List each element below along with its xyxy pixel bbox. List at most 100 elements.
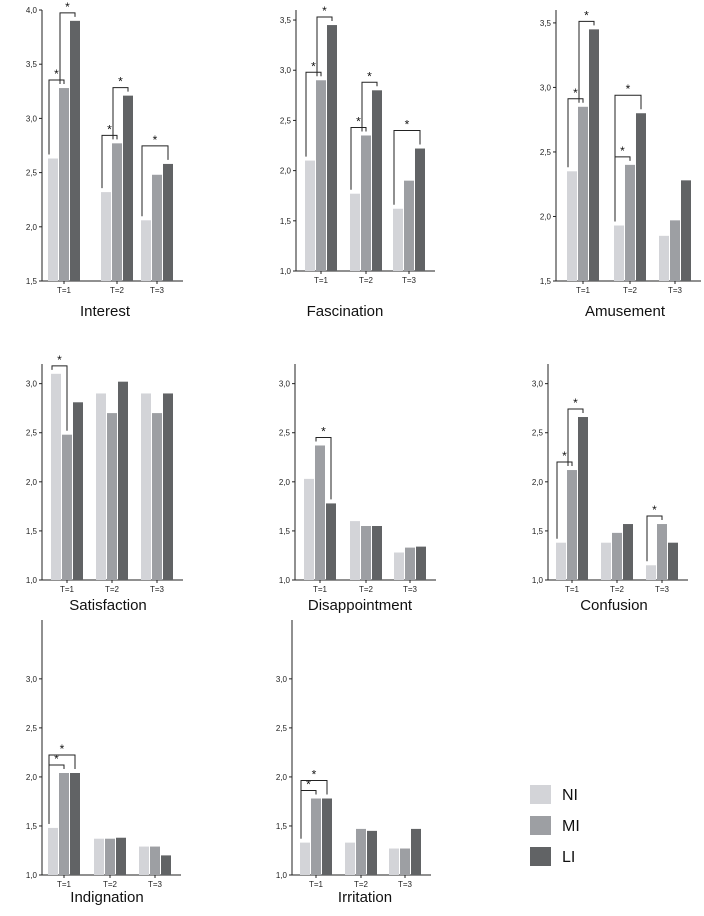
- significance-bracket: [48, 754, 76, 824]
- y-tick-label: 3,0: [280, 66, 292, 75]
- bar-mi-t3: [404, 180, 414, 271]
- significance-star: *: [367, 69, 372, 83]
- bar-li-t2: [118, 381, 128, 580]
- bar-ni-t3: [659, 235, 669, 281]
- bar-ni-t3: [646, 565, 656, 580]
- significance-star: *: [60, 742, 65, 756]
- significance-star: *: [153, 133, 158, 147]
- bar-mi-t2: [612, 532, 622, 580]
- significance-star: *: [322, 4, 327, 18]
- significance-star: *: [573, 86, 578, 100]
- significance-bracket: [567, 98, 584, 168]
- significance-bracket: [48, 79, 65, 155]
- y-tick-label: 1,0: [26, 871, 38, 880]
- y-tick-label: 2,0: [540, 212, 552, 221]
- significance-bracket: [556, 461, 573, 539]
- significance-bracket: [51, 365, 68, 431]
- y-tick-label: 1,5: [276, 822, 288, 831]
- bar-ni-t2: [350, 521, 360, 580]
- significance-bracket: [59, 12, 76, 85]
- bar-mi-t1: [578, 106, 588, 282]
- significance-star: *: [311, 59, 316, 73]
- bar-mi-t2: [361, 135, 371, 271]
- bar-ni-t1: [300, 842, 310, 875]
- y-tick-label: 2,0: [532, 478, 544, 487]
- y-tick-label: 1,5: [540, 277, 552, 286]
- y-tick-label: 3,0: [26, 675, 38, 684]
- y-tick-label: 2,5: [26, 429, 38, 438]
- bar-mi-t3: [405, 547, 415, 580]
- significance-bracket: [567, 408, 584, 467]
- significance-star: *: [107, 122, 112, 136]
- x-tick-label: T=3: [668, 286, 683, 295]
- bar-mi-t3: [670, 220, 680, 281]
- significance-bracket: [112, 87, 129, 140]
- x-tick-label: T=3: [150, 286, 165, 295]
- significance-star: *: [584, 8, 589, 22]
- chart-panel-indignation: 1,0 1,5 2,0 2,5 3,0 T=1 T=2 T=3 ** Indignation: [26, 620, 181, 906]
- panel-title: Confusion: [580, 597, 648, 614]
- significance-bracket: [350, 126, 367, 190]
- y-tick-label: 2,0: [280, 167, 292, 176]
- y-tick-label: 2,5: [26, 169, 38, 178]
- significance-bracket: [316, 16, 333, 77]
- y-tick-label: 2,0: [279, 478, 291, 487]
- x-tick-label: T=1: [57, 880, 72, 889]
- y-tick-label: 1,0: [279, 576, 291, 585]
- bar-li-t3: [416, 546, 426, 580]
- bar-ni-t1: [51, 373, 61, 580]
- y-tick-label: 3,5: [280, 16, 292, 25]
- bar-mi-t3: [657, 524, 667, 580]
- bar-li-t2: [116, 837, 126, 875]
- panel-title: Disappointment: [308, 597, 413, 614]
- bar-li-t3: [163, 393, 173, 580]
- x-tick-label: T=1: [565, 585, 580, 594]
- x-tick-label: T=2: [105, 585, 120, 594]
- x-tick-label: T=2: [359, 276, 374, 285]
- x-tick-label: T=3: [148, 880, 163, 889]
- y-tick-label: 2,0: [26, 773, 38, 782]
- chart-panel-satisfaction: 1,0 1,5 2,0 2,5 3,0 T=1 T=2 T=3 * Satisfaction: [26, 353, 183, 614]
- bar-li-t1: [70, 773, 80, 875]
- bar-ni-t2: [101, 192, 111, 281]
- bar-ni-t1: [304, 478, 314, 580]
- bar-mi-t2: [625, 164, 635, 281]
- chart-panel-amusement: 1,5 2,0 2,5 3,0 3,5 T=1 T=2 T=3 * * * * Amusement: [540, 8, 701, 320]
- chart-panel-fascination: 1,0 1,5 2,0 2,5 3,0 3,5 T=1 T=2 T=3 * * * * * Fascinat…: [280, 4, 435, 320]
- y-tick-label: 1,5: [26, 527, 38, 536]
- bar-mi-t3: [152, 413, 162, 580]
- y-tick-label: 3,0: [540, 83, 552, 92]
- y-tick-label: 2,5: [280, 116, 292, 125]
- bar-li-t3: [668, 542, 678, 580]
- y-tick-label: 2,5: [276, 724, 288, 733]
- y-tick-label: 1,5: [280, 217, 292, 226]
- x-tick-label: T=3: [403, 585, 418, 594]
- y-tick-label: 3,5: [26, 60, 38, 69]
- significance-star: *: [573, 396, 578, 410]
- x-tick-label: T=2: [623, 286, 638, 295]
- bar-mi-t3: [152, 174, 162, 281]
- y-tick-label: 1,5: [26, 822, 38, 831]
- bar-ni-t3: [139, 846, 149, 875]
- bar-li-t2: [636, 113, 646, 281]
- panel-title: Satisfaction: [69, 597, 147, 614]
- y-tick-label: 2,5: [26, 724, 38, 733]
- significance-star: *: [405, 118, 410, 132]
- bar-mi-t1: [62, 434, 72, 580]
- significance-star: *: [54, 752, 59, 766]
- significance-star: *: [562, 449, 567, 463]
- chart-panel-irritation: 1,0 1,5 2,0 2,5 3,0 T=1 T=2 T=3 ** Irritation: [276, 620, 431, 906]
- legend-label-li: LI: [562, 849, 575, 866]
- y-tick-label: 3,0: [26, 114, 38, 123]
- y-tick-label: 1,0: [276, 871, 288, 880]
- y-tick-label: 1,0: [532, 576, 544, 585]
- bar-ni-t3: [141, 393, 151, 580]
- y-tick-label: 3,0: [279, 380, 291, 389]
- x-tick-label: T=3: [150, 585, 165, 594]
- bar-li-t3: [415, 148, 425, 271]
- significance-star: *: [321, 424, 326, 438]
- bar-ni-t1: [556, 542, 566, 580]
- significance-star: *: [312, 768, 317, 782]
- bar-li-t2: [367, 830, 377, 875]
- bar-ni-t3: [141, 220, 151, 281]
